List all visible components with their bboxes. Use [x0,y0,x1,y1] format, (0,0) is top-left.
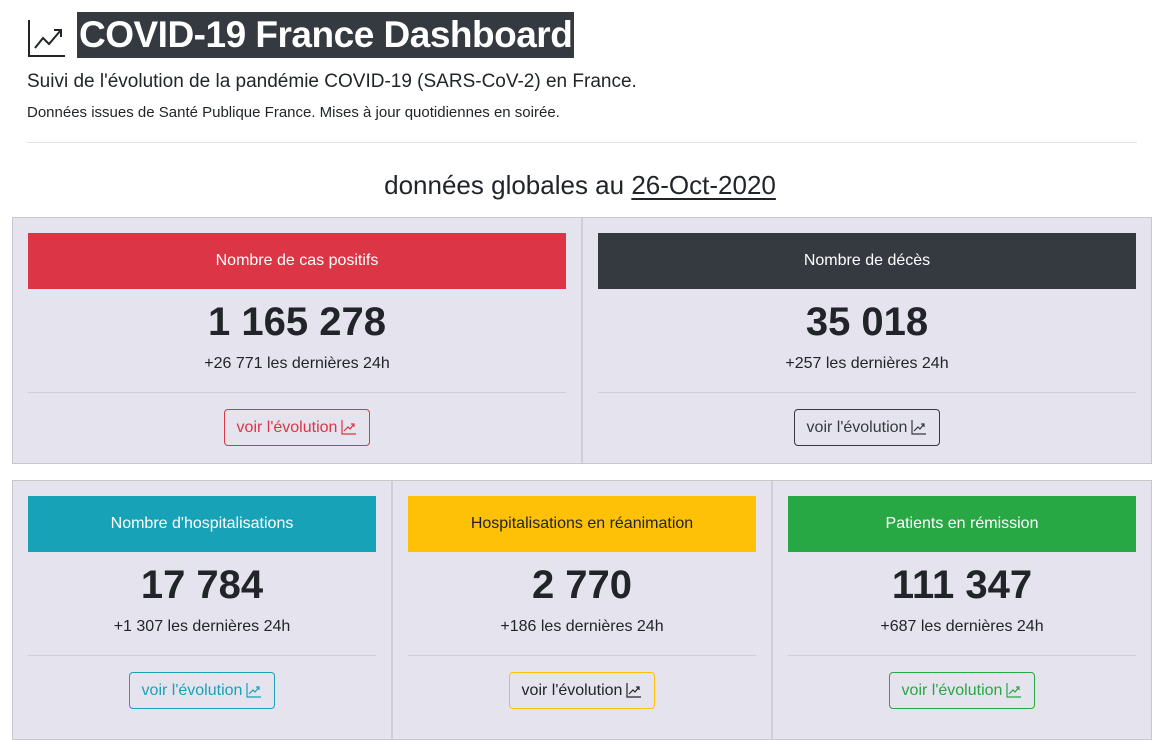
card: Hospitalisations en réanimation 2 770 +186… [391,481,771,739]
card-header: Nombre de cas positifs [28,233,566,289]
card-value: 17 784 [140,563,264,607]
subtitle: Suivi de l'évolution de la pandémie COVI… [27,71,637,92]
button-icon [341,420,357,435]
section-heading: données globales au 26-Oct-2020 [0,168,1160,202]
source-note: Données issues de Santé Publique France.… [27,104,560,121]
card-change: +26 771 les dernières 24h [204,355,390,372]
card-change: +257 les dernières 24h [785,355,949,372]
button-label: voir l'évolution [236,419,338,436]
card-change: +186 les dernières 24h [500,618,664,635]
heading-date: 26-Oct-2020 [631,170,776,200]
chart-icon [28,20,65,57]
card-divider [788,655,1136,656]
card-row: Nombre de cas positifs 1 165 278 +26 771 l… [12,217,1152,464]
card-divider [598,392,1136,393]
card: Patients en rémission 111 347 +687 les der… [771,481,1151,739]
card: Nombre de cas positifs 1 165 278 +26 771 l… [13,218,581,463]
evolution-button[interactable]: voir l'évolution [128,672,276,709]
page-title: COVID-19 France Dashboard [77,12,575,58]
button-icon [626,683,642,698]
card: Nombre d'hospitalisations 17 784 +1 307 le… [13,481,391,739]
button-icon [1006,683,1022,698]
card-change: +687 les dernières 24h [880,618,1044,635]
evolution-button[interactable]: voir l'évolution [508,672,656,709]
evolution-button[interactable]: voir l'évolution [223,409,371,446]
card-value: 1 165 278 [208,300,386,344]
button-label: voir l'évolution [521,682,623,699]
evolution-button[interactable]: voir l'évolution [888,672,1036,709]
divider [27,142,1137,143]
card-header: Hospitalisations en réanimation [408,496,756,552]
card-value: 35 018 [805,300,929,344]
evolution-button[interactable]: voir l'évolution [793,409,941,446]
button-label: voir l'évolution [806,419,908,436]
card-row: Nombre d'hospitalisations 17 784 +1 307 le… [12,480,1152,740]
card-divider [408,655,756,656]
button-label: voir l'évolution [141,682,243,699]
page: COVID-19 France Dashboard Suivi de l'évo… [0,12,1160,740]
card-header: Patients en rémission [788,496,1136,552]
card: Nombre de décès 35 018 +257 les dernières … [581,218,1151,463]
card-value: 111 347 [891,563,1033,607]
card-change: +1 307 les dernières 24h [113,618,291,635]
button-icon [246,683,262,698]
button-label: voir l'évolution [901,682,1003,699]
card-divider [28,655,376,656]
heading-text: données globales au [384,170,625,200]
button-icon [911,420,927,435]
card-header: Nombre d'hospitalisations [28,496,376,552]
card-value: 2 770 [531,563,633,607]
card-divider [28,392,566,393]
card-header: Nombre de décès [598,233,1136,289]
